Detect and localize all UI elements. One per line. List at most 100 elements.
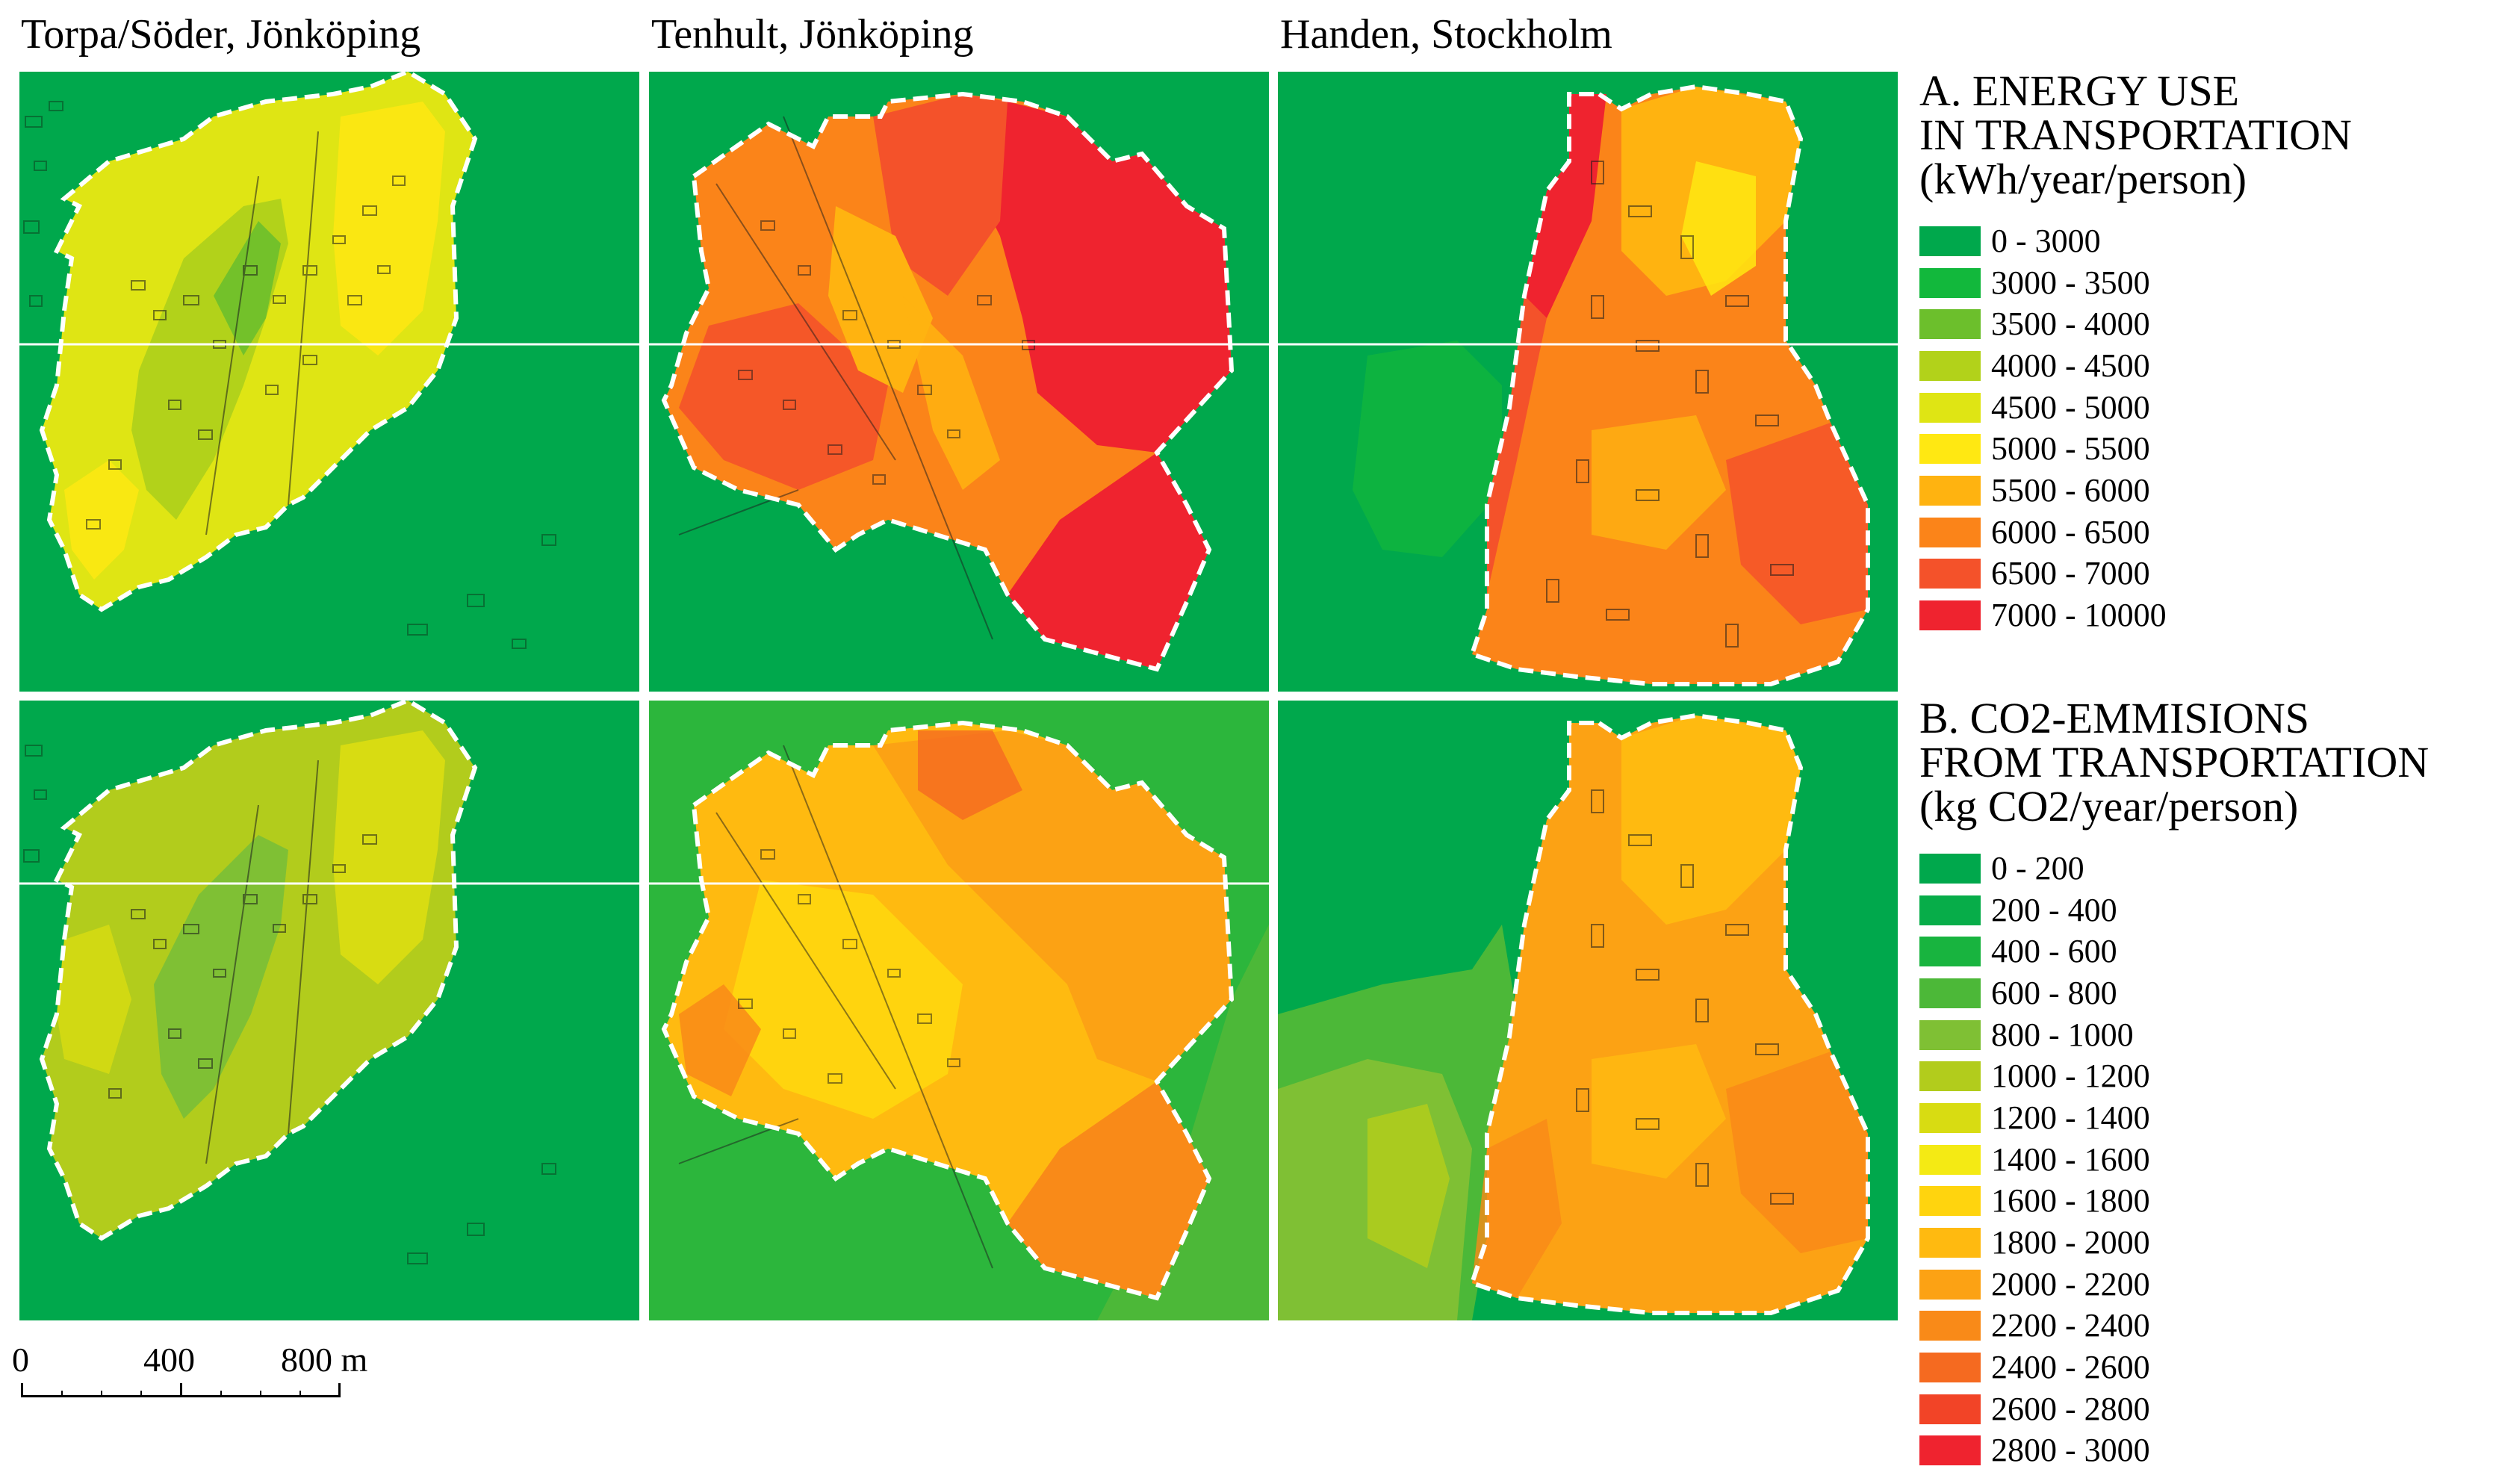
- legend-co2-item: 2600 - 2800: [1919, 1388, 2429, 1430]
- legend-energy-item: 4500 - 5000: [1919, 387, 2352, 429]
- legend-co2-swatch: [1919, 1394, 1981, 1424]
- legend-co2-label: 200 - 400: [1991, 891, 2117, 928]
- legend-co2-label: 1800 - 2000: [1991, 1224, 2150, 1261]
- legend-co2-label: 1200 - 1400: [1991, 1099, 2150, 1136]
- scale-tick: [220, 1391, 222, 1397]
- legend-co2-item: 2000 - 2200: [1919, 1264, 2429, 1306]
- legend-energy-item: 5000 - 5500: [1919, 428, 2352, 470]
- legend-co2-swatch: [1919, 1102, 1981, 1133]
- legend-co2-swatch: [1919, 853, 1981, 884]
- legend-co2-list: 0 - 200 200 - 400 400 - 600 600 - 800 800 - …: [1919, 848, 2429, 1471]
- legend-energy-swatch: [1919, 559, 1981, 589]
- legend-co2-label: 2600 - 2800: [1991, 1390, 2150, 1427]
- column-title-tenhult: Tenhult, Jönköping: [651, 11, 974, 58]
- legend-co2-swatch: [1919, 1353, 1981, 1383]
- map-energy-handen: [1278, 72, 1898, 692]
- map-co2-handen: [1278, 701, 1898, 1320]
- legend-co2-item: 1800 - 2000: [1919, 1222, 2429, 1264]
- legend-energy-item: 5500 - 6000: [1919, 470, 2352, 512]
- legend-energy-label: 6500 - 7000: [1991, 555, 2150, 592]
- legend-energy-item: 6500 - 7000: [1919, 553, 2352, 595]
- legend-energy-label: 4500 - 5000: [1991, 388, 2150, 426]
- legend-energy-swatch: [1919, 267, 1981, 298]
- scale-bar: 0 400 800 m: [12, 1343, 400, 1410]
- legend-co2-label: 1000 - 1200: [1991, 1058, 2150, 1095]
- legend-co2-label: 1600 - 1800: [1991, 1182, 2150, 1220]
- legend-co2-label: 2200 - 2400: [1991, 1307, 2150, 1344]
- map-co2-torpa: [19, 701, 639, 1320]
- legend-co2-item: 200 - 400: [1919, 890, 2429, 931]
- legend-co2-item: 2200 - 2400: [1919, 1306, 2429, 1347]
- legend-energy-item: 3000 - 3500: [1919, 262, 2352, 304]
- legend-energy-swatch: [1919, 600, 1981, 631]
- legend-co2-label: 800 - 1000: [1991, 1016, 2134, 1053]
- legend-energy-label: 0 - 3000: [1991, 222, 2101, 259]
- legend-co2-item: 600 - 800: [1919, 972, 2429, 1014]
- legend-co2-label: 1400 - 1600: [1991, 1140, 2150, 1178]
- legend-co2-swatch: [1919, 1019, 1981, 1050]
- legend-energy-item: 6000 - 6500: [1919, 512, 2352, 553]
- legend-co2-item: 1200 - 1400: [1919, 1097, 2429, 1139]
- legend-energy-swatch: [1919, 434, 1981, 465]
- scale-tick: [140, 1391, 142, 1397]
- legend-co2-swatch: [1919, 1186, 1981, 1217]
- legend-co2-swatch: [1919, 1228, 1981, 1258]
- legend-energy-swatch: [1919, 350, 1981, 381]
- legend-co2-swatch: [1919, 1435, 1981, 1466]
- map-energy-tenhult: [649, 72, 1269, 692]
- legend-co2-swatch: [1919, 1269, 1981, 1300]
- legend-energy: A. ENERGY USE IN TRANSPORTATION (kWh/yea…: [1919, 69, 2352, 636]
- legend-energy-label: 5000 - 5500: [1991, 430, 2150, 468]
- scale-tick: [299, 1391, 301, 1397]
- legend-energy-swatch: [1919, 309, 1981, 340]
- legend-co2-label: 2800 - 3000: [1991, 1432, 2150, 1469]
- map-co2-tenhult: [649, 701, 1269, 1320]
- legend-co2-item: 1000 - 1200: [1919, 1055, 2429, 1097]
- legend-co2-item: 1400 - 1600: [1919, 1139, 2429, 1181]
- legend-co2-label: 0 - 200: [1991, 849, 2084, 887]
- scale-label-0: 0: [12, 1341, 29, 1379]
- scale-tick: [260, 1391, 261, 1397]
- legend-energy-label: 4000 - 4500: [1991, 347, 2150, 384]
- legend-co2: B. CO2-EMMISIONS FROM TRANSPORTATION (kg…: [1919, 696, 2429, 1471]
- legend-energy-label: 6000 - 6500: [1991, 513, 2150, 550]
- legend-energy-swatch: [1919, 226, 1981, 256]
- legend-energy-label: 3500 - 4000: [1991, 305, 2150, 343]
- legend-energy-swatch: [1919, 392, 1981, 423]
- scale-tick: [21, 1383, 23, 1397]
- legend-energy-label: 3000 - 3500: [1991, 264, 2150, 301]
- legend-co2-swatch: [1919, 1061, 1981, 1092]
- legend-co2-item: 0 - 200: [1919, 848, 2429, 890]
- legend-energy-label: 5500 - 6000: [1991, 471, 2150, 509]
- column-title-handen: Handen, Stockholm: [1280, 11, 1612, 58]
- legend-co2-item: 1600 - 1800: [1919, 1181, 2429, 1223]
- legend-energy-item: 7000 - 10000: [1919, 594, 2352, 636]
- scale-tick: [338, 1383, 341, 1397]
- legend-co2-swatch: [1919, 1311, 1981, 1341]
- column-title-torpa: Torpa/Söder, Jönköping: [21, 11, 421, 58]
- scale-tick: [101, 1391, 102, 1397]
- legend-co2-item: 400 - 600: [1919, 931, 2429, 972]
- scale-label-400: 400: [143, 1341, 195, 1379]
- legend-energy-title: A. ENERGY USE IN TRANSPORTATION (kWh/yea…: [1919, 66, 2352, 203]
- legend-energy-item: 3500 - 4000: [1919, 303, 2352, 345]
- legend-co2-swatch: [1919, 978, 1981, 1008]
- map-energy-torpa: [19, 72, 639, 692]
- legend-energy-label: 7000 - 10000: [1991, 597, 2167, 634]
- legend-co2-swatch: [1919, 895, 1981, 925]
- scale-label-800: 800 m: [281, 1341, 368, 1379]
- legend-co2-item: 2800 - 3000: [1919, 1430, 2429, 1472]
- legend-co2-label: 400 - 600: [1991, 933, 2117, 970]
- legend-energy-item: 4000 - 4500: [1919, 345, 2352, 387]
- legend-energy-swatch: [1919, 475, 1981, 506]
- legend-co2-label: 600 - 800: [1991, 974, 2117, 1011]
- legend-co2-swatch: [1919, 1144, 1981, 1175]
- legend-co2-swatch: [1919, 937, 1981, 967]
- scale-tick: [61, 1391, 63, 1397]
- scale-tick: [180, 1383, 182, 1397]
- legend-co2-label: 2000 - 2200: [1991, 1265, 2150, 1303]
- legend-co2-item: 2400 - 2600: [1919, 1347, 2429, 1388]
- legend-co2-item: 800 - 1000: [1919, 1014, 2429, 1056]
- legend-energy-item: 0 - 3000: [1919, 220, 2352, 262]
- legend-energy-list: 0 - 3000 3000 - 3500 3500 - 4000 4000 - 450…: [1919, 220, 2352, 636]
